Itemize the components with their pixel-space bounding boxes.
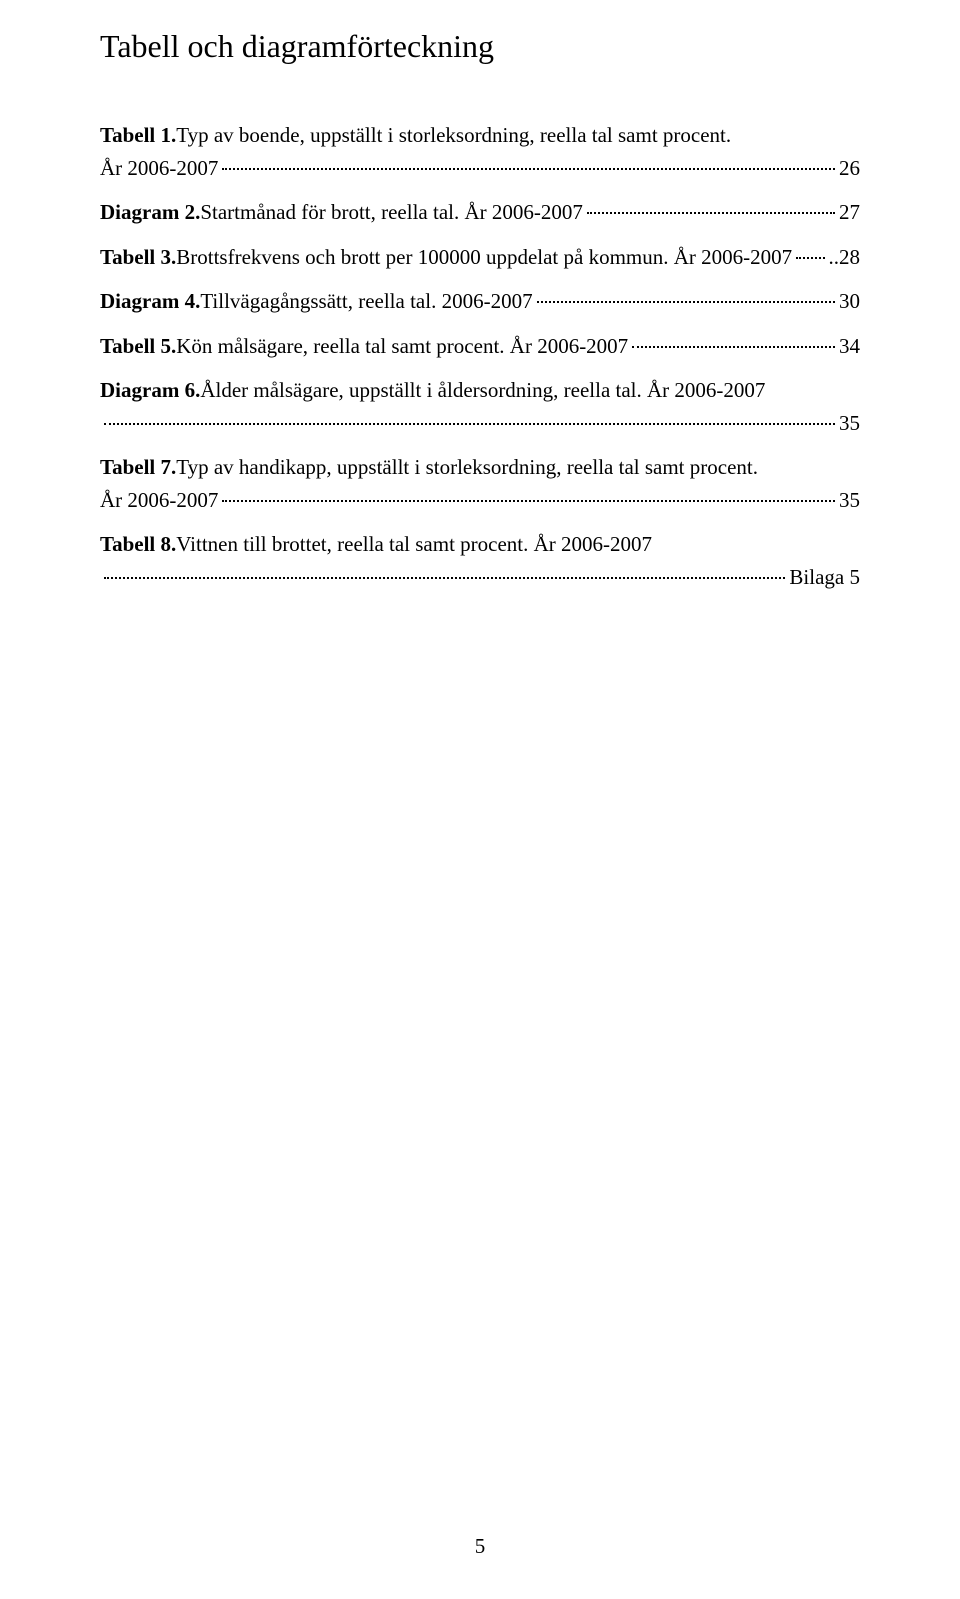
toc-label: Tabell 7. — [100, 451, 176, 484]
toc-page: 26 — [839, 152, 860, 185]
toc-text: Tillvägagångssätt, reella tal. 2006-2007 — [200, 285, 532, 318]
toc-line: Tabell 8. Vittnen till brottet, reella t… — [100, 528, 860, 561]
toc-list: Tabell 1. Typ av boende, uppställt i sto… — [100, 119, 860, 594]
toc-page: 34 — [839, 330, 860, 363]
toc-text: Ålder målsägare, uppställt i åldersordni… — [200, 374, 765, 407]
toc-entry: Diagram 6. Ålder målsägare, uppställt i … — [100, 374, 860, 439]
toc-entry: Diagram 4. Tillvägagångssätt, reella tal… — [100, 285, 860, 318]
toc-entry: Tabell 1. Typ av boende, uppställt i sto… — [100, 119, 860, 184]
toc-line: År 2006-2007 35 — [100, 484, 860, 517]
toc-leader — [537, 301, 835, 303]
toc-line: År 2006-2007 26 — [100, 152, 860, 185]
toc-leader — [632, 346, 835, 348]
toc-text: År 2006-2007 — [100, 484, 218, 517]
toc-page: 35 — [839, 484, 860, 517]
toc-leader — [222, 500, 835, 502]
toc-page: 30 — [839, 285, 860, 318]
toc-line: Bilaga 5 — [100, 561, 860, 594]
toc-text: Startmånad för brott, reella tal. År 200… — [200, 196, 583, 229]
toc-label: Tabell 1. — [100, 119, 176, 152]
toc-text: Kön målsägare, reella tal samt procent. … — [176, 330, 628, 363]
toc-label: Tabell 3. — [100, 241, 176, 274]
toc-label: Tabell 8. — [100, 528, 176, 561]
toc-entry: Tabell 8. Vittnen till brottet, reella t… — [100, 528, 860, 593]
toc-leader — [104, 577, 785, 579]
toc-entry: Tabell 7. Typ av handikapp, uppställt i … — [100, 451, 860, 516]
toc-text: Typ av boende, uppställt i storleksordni… — [176, 119, 731, 152]
toc-leader — [104, 423, 835, 425]
page-number: 5 — [0, 1534, 960, 1559]
toc-text: Typ av handikapp, uppställt i storleksor… — [176, 451, 758, 484]
toc-text: Vittnen till brottet, reella tal samt pr… — [176, 528, 652, 561]
toc-text: År 2006-2007 — [100, 152, 218, 185]
toc-line: Tabell 7. Typ av handikapp, uppställt i … — [100, 451, 860, 484]
toc-line: Diagram 6. Ålder målsägare, uppställt i … — [100, 374, 860, 407]
toc-label: Diagram 4. — [100, 285, 200, 318]
toc-line: Diagram 2. Startmånad för brott, reella … — [100, 196, 860, 229]
toc-label: Diagram 2. — [100, 196, 200, 229]
page-title: Tabell och diagramförteckning — [100, 28, 860, 65]
toc-page: ..28 — [829, 241, 861, 274]
toc-line: Tabell 5. Kön målsägare, reella tal samt… — [100, 330, 860, 363]
toc-text: Brottsfrekvens och brott per 100000 uppd… — [176, 241, 792, 274]
toc-line: Tabell 3. Brottsfrekvens och brott per 1… — [100, 241, 860, 274]
toc-label: Diagram 6. — [100, 374, 200, 407]
toc-leader — [587, 212, 835, 214]
toc-line: Tabell 1. Typ av boende, uppställt i sto… — [100, 119, 860, 152]
toc-leader — [796, 257, 824, 259]
toc-page: 35 — [839, 407, 860, 440]
toc-line: Diagram 4. Tillvägagångssätt, reella tal… — [100, 285, 860, 318]
toc-label: Tabell 5. — [100, 330, 176, 363]
toc-line: 35 — [100, 407, 860, 440]
toc-page: Bilaga 5 — [789, 561, 860, 594]
toc-page: 27 — [839, 196, 860, 229]
toc-leader — [222, 168, 835, 170]
toc-entry: Tabell 5. Kön målsägare, reella tal samt… — [100, 330, 860, 363]
toc-entry: Tabell 3. Brottsfrekvens och brott per 1… — [100, 241, 860, 274]
toc-entry: Diagram 2. Startmånad för brott, reella … — [100, 196, 860, 229]
